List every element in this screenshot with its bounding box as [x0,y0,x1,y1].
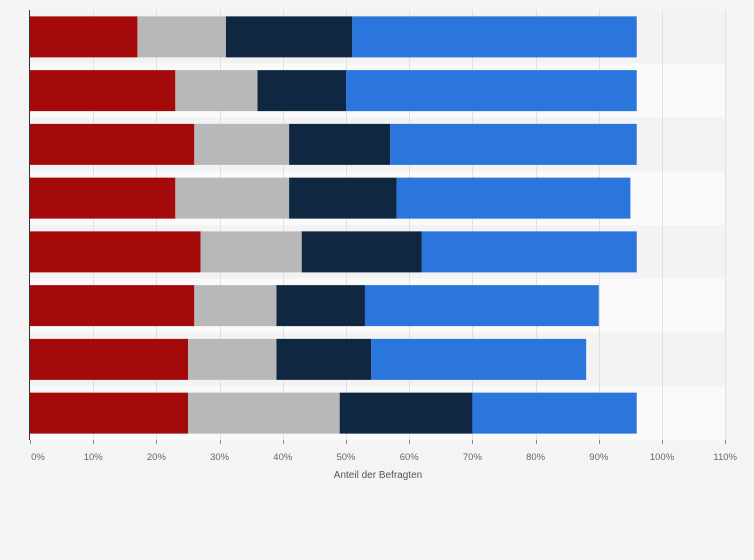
x-tick-label: 100% [650,452,675,463]
bar-segment-series-3 [225,16,353,58]
bar-segment-series-3 [289,177,397,219]
x-tick-label: 0% [31,452,45,463]
bar-segment-series-2 [175,177,290,219]
bars [30,16,637,434]
bar-segment-series-2 [188,392,340,434]
bar-segment-series-1 [30,392,188,434]
bar-segment-series-4 [421,231,637,273]
bar-segment-series-4 [364,285,599,327]
bar-segment-series-1 [30,16,138,58]
x-tick-label: 40% [273,452,293,463]
bar-segment-series-2 [188,338,277,380]
bar-segment-series-3 [276,285,365,327]
bar-segment-series-2 [194,285,277,327]
x-tick-label: 50% [336,452,356,463]
x-tick-label: 60% [400,452,420,463]
bar-segment-series-4 [371,338,587,380]
x-tick-label: 20% [147,452,167,463]
bar-segment-series-4 [390,123,637,165]
bar-segment-series-1 [30,285,195,327]
x-tick-label: 30% [210,452,230,463]
bar-segment-series-3 [301,231,422,273]
x-axis-title: Anteil der Befragten [334,470,422,481]
bar-segment-series-4 [352,16,637,58]
bar-segment-series-2 [175,70,258,112]
bar-segment-series-1 [30,231,201,273]
bar-segment-series-4 [346,70,637,112]
bar-segment-series-3 [257,70,346,112]
x-axis-ticks: 0% 10% 20% 30% 40% 50% 60% 70% 80% 90% 100% 110% [30,440,738,463]
bar-segment-series-2 [194,123,290,165]
bar-segment-series-1 [30,70,176,112]
bar-segment-series-2 [137,16,226,58]
x-tick-label: 110% [713,452,737,463]
bar-segment-series-1 [30,123,195,165]
x-tick-label: 80% [526,452,546,463]
bar-segment-series-4 [472,392,637,434]
bar-segment-series-3 [339,392,473,434]
bar-segment-series-4 [396,177,631,219]
bar-segment-series-1 [30,338,188,380]
bar-segment-series-1 [30,177,176,219]
bar-segment-series-3 [276,338,372,380]
x-tick-label: 70% [463,452,483,463]
bar-segment-series-2 [200,231,302,273]
bar-segment-series-3 [289,123,391,165]
x-tick-label: 90% [589,452,609,463]
x-tick-label: 10% [84,452,104,463]
